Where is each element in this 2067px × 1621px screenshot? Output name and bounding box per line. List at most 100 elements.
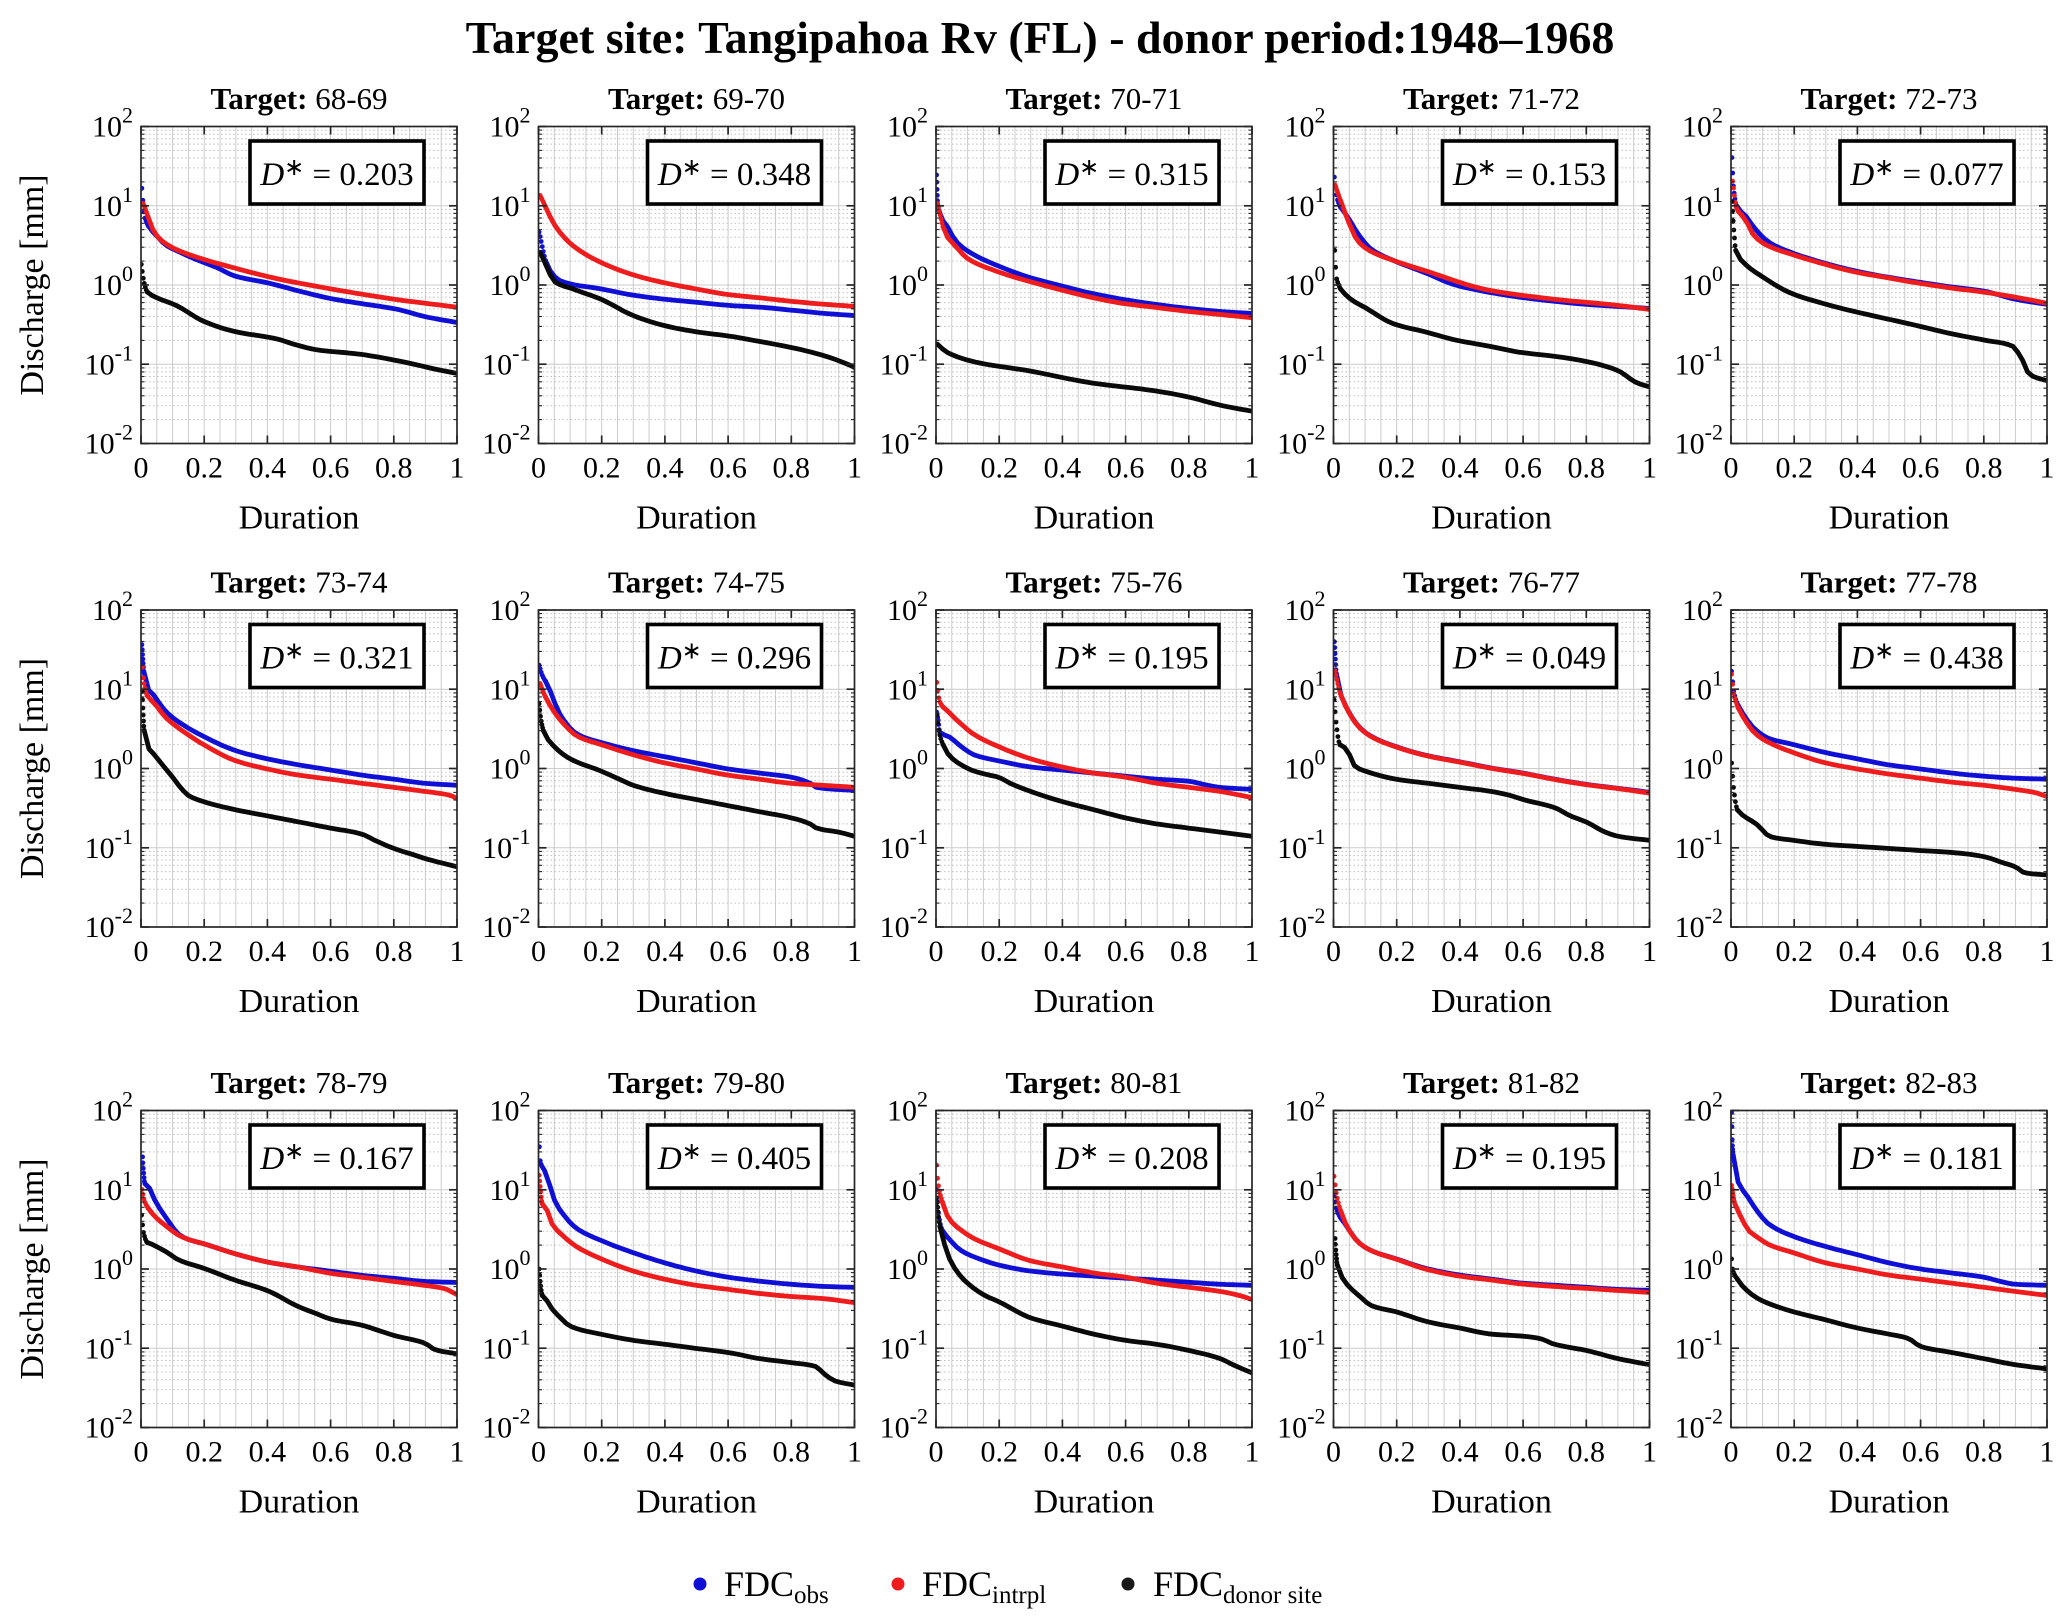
svg-text:0.8: 0.8 [773, 935, 811, 968]
svg-text:1: 1 [2040, 1436, 2055, 1469]
svg-text:0.4: 0.4 [1839, 935, 1877, 968]
svg-text:1: 1 [1642, 452, 1657, 485]
svg-text:Target: 69-70: Target: 69-70 [608, 81, 785, 116]
svg-text:Target: 80-81: Target: 80-81 [1005, 1065, 1182, 1100]
svg-text:D∗ = 0.153: D∗ = 0.153 [1452, 155, 1606, 193]
svg-text:D∗ = 0.208: D∗ = 0.208 [1054, 1139, 1208, 1177]
svg-text:0.8: 0.8 [1965, 452, 2003, 485]
svg-text:0: 0 [531, 452, 546, 485]
svg-text:1: 1 [847, 1436, 862, 1469]
svg-text:0.4: 0.4 [1839, 1436, 1877, 1469]
svg-text:0.6: 0.6 [312, 452, 350, 485]
svg-text:Duration: Duration [1431, 500, 1552, 537]
svg-text:0: 0 [929, 935, 944, 968]
svg-text:Target: 75-76: Target: 75-76 [1005, 565, 1182, 600]
svg-text:0: 0 [531, 935, 546, 968]
svg-text:D∗ = 0.195: D∗ = 0.195 [1054, 639, 1208, 677]
svg-text:Duration: Duration [1034, 500, 1155, 537]
svg-text:1: 1 [1245, 1436, 1260, 1469]
svg-text:0.8: 0.8 [1568, 452, 1606, 485]
svg-text:0.2: 0.2 [1775, 935, 1813, 968]
svg-text:Duration: Duration [636, 500, 757, 537]
svg-text:0.8: 0.8 [1568, 935, 1606, 968]
svg-text:0.6: 0.6 [1107, 935, 1145, 968]
svg-text:0.8: 0.8 [375, 452, 413, 485]
svg-text:0.8: 0.8 [1965, 1436, 2003, 1469]
svg-text:D∗ = 0.049: D∗ = 0.049 [1452, 639, 1606, 677]
svg-text:0.2: 0.2 [1775, 1436, 1813, 1469]
svg-text:0.4: 0.4 [1044, 452, 1082, 485]
svg-text:Target: 81-82: Target: 81-82 [1403, 1065, 1580, 1100]
svg-text:0.8: 0.8 [1170, 452, 1208, 485]
svg-text:0.4: 0.4 [646, 452, 684, 485]
svg-text:0: 0 [1724, 452, 1739, 485]
svg-text:D∗ = 0.438: D∗ = 0.438 [1849, 639, 2003, 677]
svg-text:Duration: Duration [1431, 1484, 1552, 1521]
svg-text:D∗ = 0.181: D∗ = 0.181 [1849, 1139, 2003, 1177]
svg-text:D∗ = 0.348: D∗ = 0.348 [657, 155, 811, 193]
svg-text:D∗ = 0.203: D∗ = 0.203 [259, 155, 413, 193]
svg-text:Target: 76-77: Target: 76-77 [1403, 565, 1580, 600]
svg-text:0.8: 0.8 [1965, 935, 2003, 968]
svg-text:0: 0 [1326, 1436, 1341, 1469]
svg-text:1: 1 [847, 452, 862, 485]
svg-text:0.6: 0.6 [709, 452, 747, 485]
svg-text:0.4: 0.4 [646, 935, 684, 968]
svg-text:0.4: 0.4 [249, 935, 287, 968]
svg-text:0.2: 0.2 [583, 452, 621, 485]
svg-text:0.2: 0.2 [185, 452, 223, 485]
svg-text:0.2: 0.2 [980, 452, 1018, 485]
svg-text:0.4: 0.4 [1044, 1436, 1082, 1469]
svg-text:0.8: 0.8 [375, 935, 413, 968]
svg-text:1: 1 [450, 452, 465, 485]
svg-text:1: 1 [450, 1436, 465, 1469]
svg-text:0.2: 0.2 [980, 935, 1018, 968]
svg-text:0.8: 0.8 [1170, 935, 1208, 968]
svg-text:0.2: 0.2 [1378, 935, 1416, 968]
svg-text:0.6: 0.6 [312, 935, 350, 968]
svg-text:0.2: 0.2 [1378, 452, 1416, 485]
svg-text:Target: 72-73: Target: 72-73 [1800, 81, 1977, 116]
svg-text:0.2: 0.2 [1378, 1436, 1416, 1469]
svg-text:1: 1 [1642, 935, 1657, 968]
svg-text:1: 1 [1245, 452, 1260, 485]
svg-text:0.6: 0.6 [1504, 935, 1542, 968]
svg-text:0.6: 0.6 [1504, 1436, 1542, 1469]
svg-text:0: 0 [929, 452, 944, 485]
svg-text:Duration: Duration [1034, 1484, 1155, 1521]
svg-text:Target: 77-78: Target: 77-78 [1800, 565, 1977, 600]
svg-text:Discharge [mm]: Discharge [mm] [14, 174, 51, 395]
svg-text:0.6: 0.6 [312, 1436, 350, 1469]
svg-text:Target: 73-74: Target: 73-74 [210, 565, 388, 600]
svg-text:Discharge [mm]: Discharge [mm] [14, 1158, 51, 1379]
svg-text:0: 0 [134, 1436, 149, 1469]
svg-text:Target: 68-69: Target: 68-69 [210, 81, 387, 116]
svg-text:Duration: Duration [1431, 983, 1552, 1020]
svg-text:0.4: 0.4 [1839, 452, 1877, 485]
svg-text:0.4: 0.4 [646, 1436, 684, 1469]
svg-text:0: 0 [134, 452, 149, 485]
svg-text:0.2: 0.2 [185, 1436, 223, 1469]
svg-text:0.6: 0.6 [709, 1436, 747, 1469]
svg-text:D∗ = 0.296: D∗ = 0.296 [657, 639, 811, 677]
svg-text:0: 0 [929, 1436, 944, 1469]
svg-text:D∗ = 0.195: D∗ = 0.195 [1452, 1139, 1606, 1177]
svg-text:0.6: 0.6 [1902, 1436, 1940, 1469]
svg-text:D∗ = 0.405: D∗ = 0.405 [657, 1139, 811, 1177]
svg-text:0: 0 [134, 935, 149, 968]
svg-text:Target: 78-79: Target: 78-79 [210, 1065, 387, 1100]
svg-text:0: 0 [1326, 452, 1341, 485]
svg-text:1: 1 [450, 935, 465, 968]
svg-text:0.8: 0.8 [375, 1436, 413, 1469]
svg-text:0.6: 0.6 [1107, 452, 1145, 485]
svg-text:0.2: 0.2 [583, 1436, 621, 1469]
svg-text:0.4: 0.4 [1441, 935, 1479, 968]
svg-text:Duration: Duration [239, 983, 360, 1020]
svg-text:0: 0 [1724, 935, 1739, 968]
svg-text:0.6: 0.6 [1107, 1436, 1145, 1469]
svg-text:Target: 82-83: Target: 82-83 [1800, 1065, 1977, 1100]
svg-text:Duration: Duration [239, 1484, 360, 1521]
svg-text:D∗ = 0.167: D∗ = 0.167 [259, 1139, 413, 1177]
svg-text:1: 1 [847, 935, 862, 968]
svg-text:Target: 71-72: Target: 71-72 [1403, 81, 1580, 116]
